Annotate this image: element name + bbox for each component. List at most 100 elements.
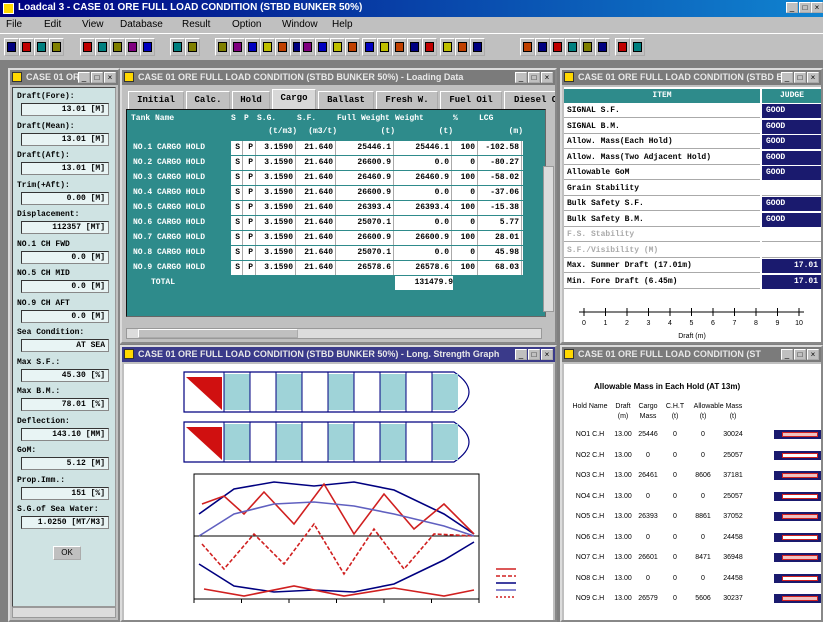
tank-name[interactable]: NO.3 CARGO HOLD <box>131 171 230 185</box>
ok-button[interactable]: OK <box>53 546 81 560</box>
tank-name[interactable]: NO.1 CARGO HOLD <box>131 141 230 155</box>
criteria-item: SIGNAL B.M. <box>564 120 760 134</box>
toolbar-button[interactable] <box>630 38 645 56</box>
tab[interactable]: Hold <box>232 91 270 109</box>
toolbar-button[interactable] <box>362 38 377 56</box>
tank-name[interactable]: NO.8 CARGO HOLD <box>131 246 230 260</box>
close-button[interactable]: × <box>104 72 116 83</box>
toolbar-button[interactable] <box>275 38 290 56</box>
menu-item[interactable]: Result <box>182 19 211 30</box>
toolbar-button[interactable] <box>535 38 550 56</box>
table-cell: 0.0 <box>395 186 452 200</box>
group-header: Allowable Mass <box>693 403 743 410</box>
toolbar-button[interactable] <box>595 38 610 56</box>
toolbar-button[interactable] <box>392 38 407 56</box>
toolbar-button[interactable] <box>4 38 19 56</box>
toolbar-button[interactable] <box>80 38 95 56</box>
minimize-button[interactable]: _ <box>515 349 527 360</box>
table-cell: 26600.9 <box>395 231 452 245</box>
table-cell: NO2 C.H <box>575 451 605 459</box>
tab[interactable]: Initial <box>128 91 184 109</box>
criteria-item: F.S. Stability <box>564 228 760 242</box>
close-button[interactable]: × <box>807 72 819 83</box>
table-cell: 36948 <box>723 554 743 561</box>
tab[interactable]: Ballast <box>318 91 374 109</box>
tab[interactable]: Fresh W. <box>376 91 438 109</box>
tank-name[interactable]: NO.9 CARGO HOLD <box>131 261 230 275</box>
field-value: 1.0250 [MT/M3] <box>21 516 109 529</box>
menu-item[interactable]: Help <box>332 19 353 30</box>
toolbar-button[interactable] <box>260 38 275 56</box>
tank-name[interactable]: NO.2 CARGO HOLD <box>131 156 230 170</box>
toolbar-button[interactable] <box>377 38 392 56</box>
toolbar-button[interactable] <box>230 38 245 56</box>
tab[interactable]: Calc. <box>186 91 230 109</box>
toolbar-button[interactable] <box>580 38 595 56</box>
bm-limit <box>198 541 475 593</box>
column-header: (t) <box>699 413 707 420</box>
scroll-thumb[interactable] <box>138 329 298 338</box>
maximize-button[interactable]: □ <box>91 72 103 83</box>
close-button[interactable]: × <box>541 72 553 83</box>
tank-name[interactable]: NO.4 CARGO HOLD <box>131 186 230 200</box>
toolbar-button[interactable] <box>407 38 422 56</box>
menu-item[interactable]: Edit <box>44 19 62 30</box>
toolbar-button[interactable] <box>19 38 34 56</box>
toolbar-button[interactable] <box>215 38 230 56</box>
tank-name[interactable]: NO.7 CARGO HOLD <box>131 231 230 245</box>
toolbar-button[interactable] <box>550 38 565 56</box>
menu-item[interactable]: Option <box>232 19 262 30</box>
toolbar-button[interactable] <box>315 38 330 56</box>
horizontal-scrollbar[interactable] <box>126 328 542 339</box>
toolbar-button[interactable] <box>440 38 455 56</box>
close-button[interactable]: × <box>541 349 553 360</box>
toolbar-button[interactable] <box>245 38 260 56</box>
toolbar-button[interactable] <box>170 38 185 56</box>
maximize-button[interactable]: □ <box>794 72 806 83</box>
toolbar-button[interactable] <box>49 38 64 56</box>
tab[interactable]: Cargo <box>272 89 316 109</box>
toolbar-button[interactable] <box>110 38 125 56</box>
maximize-button[interactable]: □ <box>799 2 811 13</box>
minimize-button[interactable]: _ <box>781 72 793 83</box>
toolbar-button[interactable] <box>300 38 315 56</box>
toolbar-button[interactable] <box>95 38 110 56</box>
toolbar-button[interactable] <box>34 38 49 56</box>
menu-item[interactable]: File <box>6 19 23 30</box>
maximize-button[interactable]: □ <box>528 72 540 83</box>
toolbar-button[interactable] <box>565 38 580 56</box>
tank-name[interactable]: NO.6 CARGO HOLD <box>131 216 230 230</box>
maximize-button[interactable]: □ <box>528 349 540 360</box>
menu-item[interactable]: Database <box>120 19 163 30</box>
toolbar-button[interactable] <box>455 38 470 56</box>
table-cell: -102.58 <box>479 141 522 155</box>
toolbar-button[interactable] <box>422 38 437 56</box>
toolbar-button[interactable] <box>615 38 630 56</box>
menu-item[interactable]: Window <box>282 19 318 30</box>
toolbar-button[interactable] <box>345 38 360 56</box>
criteria-item: Bulk Safety B.M. <box>564 213 760 227</box>
minimize-button[interactable]: _ <box>786 2 798 13</box>
table-cell: 21.640 <box>297 231 336 245</box>
minimize-button[interactable]: _ <box>781 349 793 360</box>
menu-item[interactable]: View <box>82 19 104 30</box>
horizontal-scrollbar[interactable] <box>12 607 116 618</box>
toolbar-button[interactable] <box>470 38 485 56</box>
table-cell: 24458 <box>723 574 743 582</box>
minimize-button[interactable]: _ <box>515 72 527 83</box>
table-cell: NO6 C.H <box>575 533 605 541</box>
toolbar-button[interactable] <box>330 38 345 56</box>
hold-fill <box>328 424 354 460</box>
close-button[interactable]: × <box>811 2 823 13</box>
tab[interactable]: Diesel Oil <box>504 91 555 109</box>
toolbar-button[interactable] <box>140 38 155 56</box>
tank-name[interactable]: NO.5 CARGO HOLD <box>131 201 230 215</box>
vertical-scrollbar[interactable] <box>543 166 554 312</box>
tab[interactable]: Fuel Oil <box>440 91 502 109</box>
toolbar-button[interactable] <box>125 38 140 56</box>
maximize-button[interactable]: □ <box>794 349 806 360</box>
minimize-button[interactable]: _ <box>78 72 90 83</box>
toolbar-button[interactable] <box>185 38 200 56</box>
toolbar-button[interactable] <box>520 38 535 56</box>
close-button[interactable]: × <box>807 349 819 360</box>
